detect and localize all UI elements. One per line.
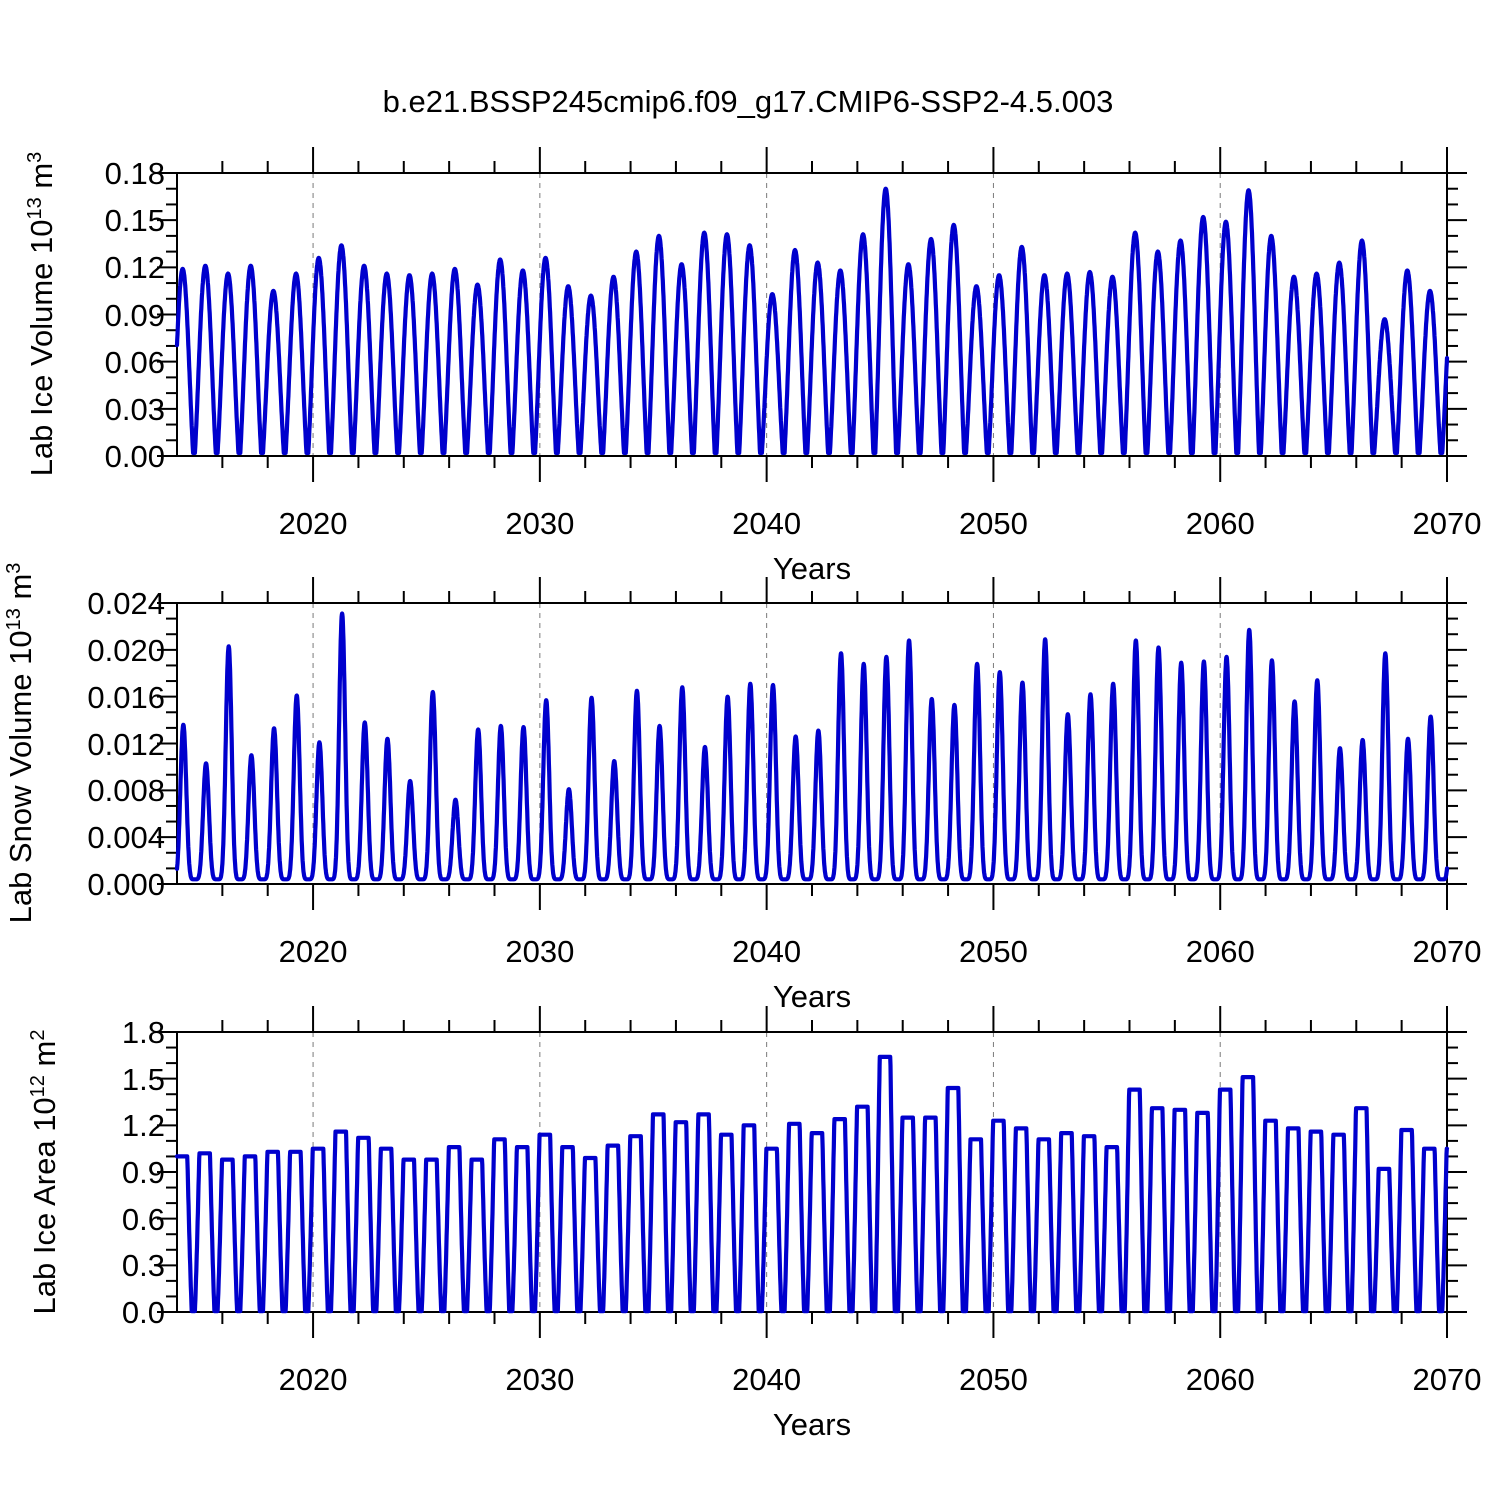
lab-snow-volume-ytick-label-0.008: 0.008 [87,773,165,809]
lab-snow-volume-ytick-label-0.024: 0.024 [87,586,165,621]
lab-ice-volume-xtick-label-2020: 2020 [278,506,348,541]
lab-ice-volume-ytick-label-0.09: 0.09 [104,297,165,333]
y-axis-title-lab-snow-volume: Lab Snow Volume 1013 m3 [3,563,39,924]
y-axis-title-text: Lab Snow Volume 10 [3,630,39,924]
lab-ice-area-ytick-label-1.5: 1.5 [121,1061,165,1097]
lab-ice-area-xtick-label-2020: 2020 [278,1362,348,1397]
lab-snow-volume-ytick-label-0.004: 0.004 [87,820,165,856]
lab-ice-area-xtick-label-2070: 2070 [1412,1362,1482,1397]
x-axis-label-years-panel3: Years [772,1407,852,1442]
lab-snow-volume-plot [157,577,1467,910]
y-axis-title-unit: m [3,573,39,609]
y-axis-title-unit-exponent: 3 [2,562,25,574]
lab-ice-area-xtick-label-2030: 2030 [505,1362,575,1397]
lab-ice-area-xtick-label-2050: 2050 [958,1362,1028,1397]
lab-snow-volume-xtick-label-2040: 2040 [732,934,802,969]
lab-ice-area-ytick-label-1.2: 1.2 [121,1108,165,1144]
lab-ice-volume-xtick-label-2060: 2060 [1185,506,1255,541]
lab-ice-area-plot [157,1006,1467,1338]
lab-snow-volume-frame [176,602,1448,885]
lab-ice-volume-ytick-label-0.18: 0.18 [104,156,165,191]
lab-ice-volume-xtick-label-2050: 2050 [958,506,1028,541]
lab-snow-volume-xtick-label-2060: 2060 [1185,934,1255,969]
lab-snow-volume-ytick-label-0.020: 0.020 [87,632,165,668]
lab-snow-volume-xtick-label-2050: 2050 [958,934,1028,969]
lab-ice-volume-xtick-label-2040: 2040 [732,506,802,541]
lab-ice-volume-ytick-label-0.00: 0.00 [104,439,165,474]
lab-ice-area-series-line [174,1054,1450,1314]
lab-snow-volume-ytick-label-0.012: 0.012 [87,726,165,762]
lab-ice-volume-ytick-label-0.15: 0.15 [104,203,165,239]
lab-ice-volume-plot [157,147,1467,482]
lab-ice-volume-series-line [174,186,1450,455]
lab-snow-volume-xtick-label-2030: 2030 [505,934,575,969]
lab-ice-area-ytick-label-0.0: 0.0 [121,1295,165,1330]
lab-ice-volume-xtick-label-2070: 2070 [1412,506,1482,541]
lab-snow-volume-ytick-label-0.016: 0.016 [87,679,165,715]
lab-ice-area-ytick-label-0.3: 0.3 [121,1248,165,1284]
lab-ice-area-xtick-label-2060: 2060 [1185,1362,1255,1397]
lab-ice-volume-ytick-label-0.06: 0.06 [104,344,165,380]
lab-ice-area-ytick-label-0.9: 0.9 [121,1155,165,1190]
lab-snow-volume-ytick-label-0.000: 0.000 [87,867,165,902]
plot-title: b.e21.BSSP245cmip6.f09_g17.CMIP6-SSP2-4.… [382,84,1114,119]
y-axis-title-exponent: 13 [2,608,25,631]
lab-ice-area-xtick-label-2040: 2040 [732,1362,802,1397]
lab-ice-area-ytick-label-1.8: 1.8 [121,1015,165,1050]
lab-ice-volume-xtick-label-2030: 2030 [505,506,575,541]
lab-snow-volume-series-line [174,611,1450,882]
x-axis-label-years-panel2: Years [772,979,852,1014]
lab-snow-volume-xtick-label-2020: 2020 [278,934,348,969]
lab-ice-area-ytick-label-0.6: 0.6 [121,1201,165,1237]
x-axis-label-years-panel1: Years [772,551,852,586]
lab-ice-volume-ytick-label-0.03: 0.03 [104,391,165,427]
lab-ice-volume-ytick-label-0.12: 0.12 [104,250,165,286]
lab-snow-volume-xtick-label-2070: 2070 [1412,934,1482,969]
